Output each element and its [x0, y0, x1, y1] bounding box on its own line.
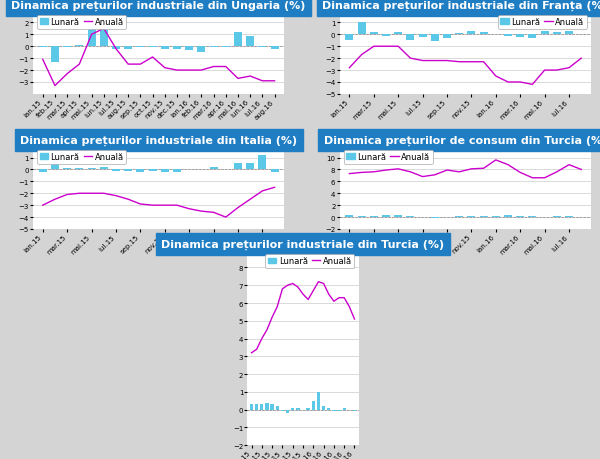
Bar [250, 404, 253, 410]
Title: Dinamica prețurilor de consum din Turcia (%): Dinamica prețurilor de consum din Turcia… [323, 135, 600, 146]
Bar [234, 33, 242, 47]
Bar [516, 217, 524, 218]
Bar [246, 164, 254, 170]
Title: Dinamica prețurilor industriale din Italia (%): Dinamica prețurilor industriale din Ital… [20, 135, 297, 146]
Bar [296, 408, 299, 410]
Bar [370, 217, 378, 218]
Bar [100, 27, 108, 47]
Bar [136, 170, 145, 173]
Bar [112, 170, 120, 171]
Bar [259, 47, 266, 48]
Bar [467, 32, 475, 35]
Bar [492, 217, 500, 218]
Legend: Lunară, Anuală: Lunară, Anuală [344, 151, 433, 164]
Bar [185, 47, 193, 50]
Bar [346, 35, 353, 41]
Bar [51, 47, 59, 62]
Bar [479, 217, 488, 218]
Bar [565, 217, 573, 218]
Bar [382, 215, 390, 218]
Bar [173, 47, 181, 50]
Bar [234, 164, 242, 170]
Bar [124, 170, 132, 171]
Bar [337, 410, 341, 412]
Bar [346, 215, 353, 218]
Bar [124, 47, 132, 50]
Bar [112, 47, 120, 50]
Bar [63, 169, 71, 170]
Bar [382, 35, 390, 36]
Bar [100, 168, 108, 170]
Bar [291, 408, 295, 410]
Bar [370, 33, 378, 35]
Bar [51, 164, 59, 170]
Bar [255, 404, 259, 410]
Bar [63, 47, 71, 48]
Bar [173, 170, 181, 173]
Bar [317, 392, 320, 410]
Bar [343, 408, 346, 410]
Bar [39, 47, 47, 48]
Bar [281, 410, 284, 412]
Legend: Lunară, Anuală: Lunară, Anuală [265, 254, 355, 268]
Bar [504, 216, 512, 218]
Bar [149, 47, 157, 48]
Bar [271, 404, 274, 410]
Bar [529, 35, 536, 39]
Title: Dinamica prețurilor industriale din Franța (%): Dinamica prețurilor industriale din Fran… [322, 1, 600, 11]
Bar [455, 34, 463, 35]
Title: Dinamica prețurilor industriale din Turcia (%): Dinamica prețurilor industriale din Turc… [161, 240, 445, 250]
Bar [394, 33, 402, 35]
Legend: Lunară, Anuală: Lunară, Anuală [498, 16, 587, 29]
Bar [275, 406, 279, 410]
Bar [516, 35, 524, 38]
Bar [553, 33, 561, 35]
Bar [479, 33, 488, 35]
Bar [197, 47, 205, 53]
Bar [529, 217, 536, 218]
Bar [353, 410, 356, 412]
Bar [406, 217, 415, 218]
Bar [271, 170, 278, 173]
Bar [209, 47, 218, 48]
Bar [136, 47, 145, 48]
Bar [394, 215, 402, 218]
Bar [419, 35, 427, 38]
Bar [311, 401, 315, 410]
Bar [553, 217, 561, 218]
Bar [431, 35, 439, 42]
Bar [161, 47, 169, 50]
Bar [455, 217, 463, 218]
Bar [322, 406, 325, 410]
Bar [358, 23, 365, 35]
Legend: Lunară, Anuală: Lunară, Anuală [37, 16, 126, 29]
Bar [161, 170, 169, 173]
Bar [286, 410, 289, 413]
Title: Dinamica prețurilor industriale din Ungaria (%): Dinamica prețurilor industriale din Unga… [11, 1, 306, 11]
Bar [565, 32, 573, 35]
Bar [209, 168, 218, 170]
Bar [271, 47, 278, 50]
Bar [246, 36, 254, 47]
Bar [307, 408, 310, 410]
Bar [443, 35, 451, 39]
Bar [358, 217, 365, 218]
Bar [259, 156, 266, 170]
Bar [541, 32, 548, 35]
Bar [76, 46, 83, 47]
Bar [88, 23, 95, 47]
Bar [467, 217, 475, 218]
Bar [327, 408, 331, 410]
Bar [332, 410, 335, 412]
Legend: Lunară, Anuală: Lunară, Anuală [37, 151, 126, 164]
Bar [265, 403, 269, 410]
Bar [406, 35, 415, 41]
Bar [222, 47, 230, 48]
Bar [149, 170, 157, 171]
Bar [260, 404, 263, 410]
Bar [76, 169, 83, 170]
Bar [504, 35, 512, 36]
Bar [39, 170, 47, 173]
Bar [88, 169, 95, 170]
